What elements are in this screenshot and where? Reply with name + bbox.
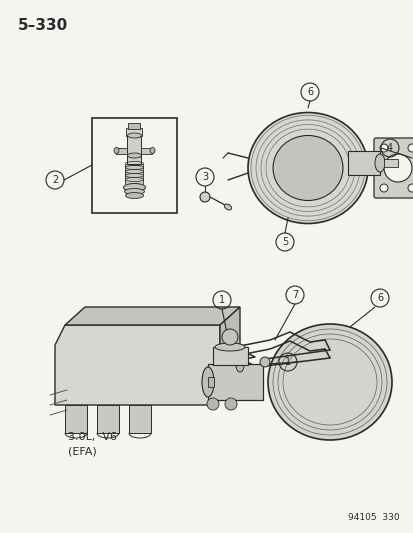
Circle shape (379, 144, 387, 152)
Ellipse shape (267, 324, 391, 440)
Bar (116, 148, 127, 154)
Text: 6: 6 (376, 293, 382, 303)
Bar (92, 118, 177, 213)
Text: 2: 2 (52, 175, 58, 185)
Bar (221, 357, 240, 373)
Text: 1: 1 (218, 295, 225, 305)
Bar (212, 347, 247, 365)
Circle shape (206, 398, 218, 410)
Text: 1: 1 (284, 357, 290, 367)
Bar (125, 164, 143, 183)
Bar (128, 123, 140, 128)
Circle shape (199, 192, 209, 202)
Polygon shape (129, 405, 151, 433)
Circle shape (224, 398, 236, 410)
Circle shape (383, 154, 411, 182)
Polygon shape (65, 405, 87, 433)
Ellipse shape (150, 148, 154, 154)
Text: 7: 7 (291, 290, 297, 300)
Ellipse shape (214, 343, 244, 351)
Ellipse shape (125, 192, 143, 198)
Bar (207, 377, 214, 387)
Polygon shape (65, 307, 240, 325)
Text: 3: 3 (202, 172, 208, 182)
Text: 4: 4 (386, 143, 392, 153)
Ellipse shape (123, 183, 145, 191)
Text: 94105  330: 94105 330 (347, 513, 399, 522)
Circle shape (379, 184, 387, 192)
Polygon shape (55, 325, 219, 405)
Text: 5: 5 (281, 237, 287, 247)
Circle shape (221, 329, 237, 345)
FancyBboxPatch shape (373, 138, 413, 198)
Ellipse shape (127, 133, 141, 138)
Bar (383, 159, 397, 167)
Polygon shape (219, 307, 240, 390)
Ellipse shape (202, 367, 214, 397)
Ellipse shape (272, 135, 342, 200)
Ellipse shape (224, 204, 231, 210)
Text: 3.0L,  V6
(EFA): 3.0L, V6 (EFA) (68, 432, 117, 456)
Ellipse shape (247, 112, 367, 223)
Circle shape (407, 184, 413, 192)
Circle shape (259, 357, 269, 367)
Ellipse shape (114, 148, 119, 154)
Bar (347, 151, 379, 175)
Text: 5–330: 5–330 (18, 18, 68, 33)
Bar (127, 135, 141, 164)
Text: 6: 6 (306, 87, 312, 97)
Ellipse shape (127, 153, 141, 158)
Polygon shape (97, 405, 119, 433)
Ellipse shape (235, 358, 243, 372)
Ellipse shape (124, 189, 144, 195)
Circle shape (407, 144, 413, 152)
Bar (141, 148, 152, 154)
Bar (207, 364, 262, 400)
Bar (126, 127, 142, 135)
Ellipse shape (374, 154, 384, 172)
